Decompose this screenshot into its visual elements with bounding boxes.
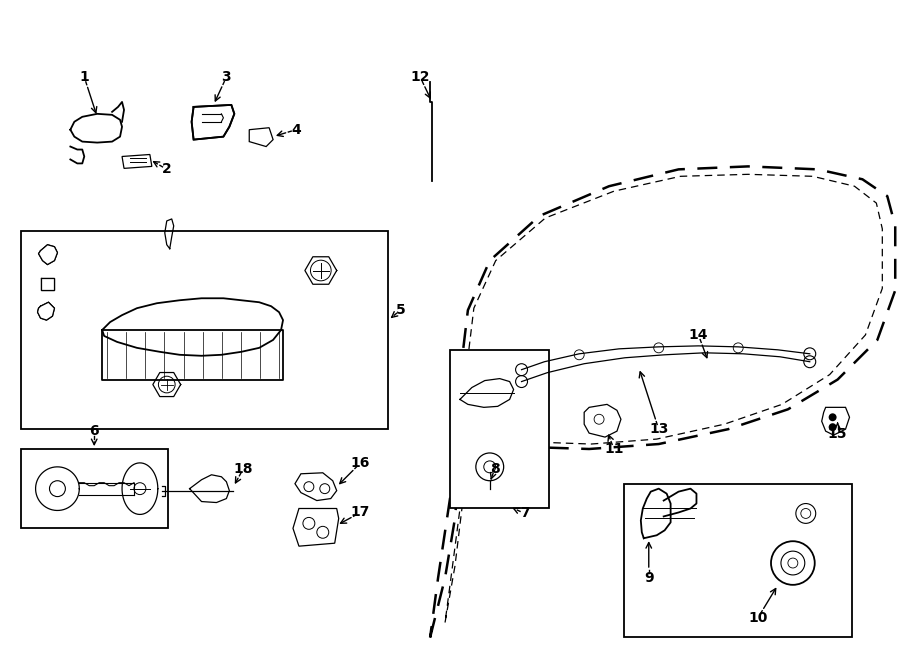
Circle shape <box>829 413 837 421</box>
Text: 5: 5 <box>395 303 405 317</box>
Text: 8: 8 <box>490 462 500 476</box>
FancyBboxPatch shape <box>450 350 549 508</box>
Polygon shape <box>39 245 58 264</box>
Text: 15: 15 <box>828 427 847 441</box>
Polygon shape <box>192 105 234 139</box>
Circle shape <box>594 414 604 424</box>
Polygon shape <box>295 473 337 500</box>
Text: 4: 4 <box>291 123 301 137</box>
Polygon shape <box>249 128 273 147</box>
FancyBboxPatch shape <box>21 231 389 429</box>
Text: 17: 17 <box>351 506 370 520</box>
Text: 10: 10 <box>749 611 768 625</box>
Text: 16: 16 <box>351 456 370 470</box>
Polygon shape <box>822 407 850 435</box>
Circle shape <box>829 423 837 431</box>
Text: 3: 3 <box>221 70 231 84</box>
Circle shape <box>50 481 66 496</box>
Text: 2: 2 <box>162 163 172 176</box>
Text: 18: 18 <box>233 462 253 476</box>
Text: 9: 9 <box>644 571 653 585</box>
Polygon shape <box>293 508 338 546</box>
FancyBboxPatch shape <box>624 484 852 637</box>
Text: 12: 12 <box>410 70 430 84</box>
Polygon shape <box>122 155 152 169</box>
Text: 14: 14 <box>688 328 708 342</box>
Polygon shape <box>584 405 621 437</box>
Polygon shape <box>38 302 55 320</box>
FancyBboxPatch shape <box>21 449 167 528</box>
Text: 11: 11 <box>604 442 624 456</box>
Text: 1: 1 <box>79 70 89 84</box>
Polygon shape <box>40 278 55 290</box>
Text: 13: 13 <box>649 422 669 436</box>
Text: 6: 6 <box>89 424 99 438</box>
Text: 7: 7 <box>519 506 529 520</box>
